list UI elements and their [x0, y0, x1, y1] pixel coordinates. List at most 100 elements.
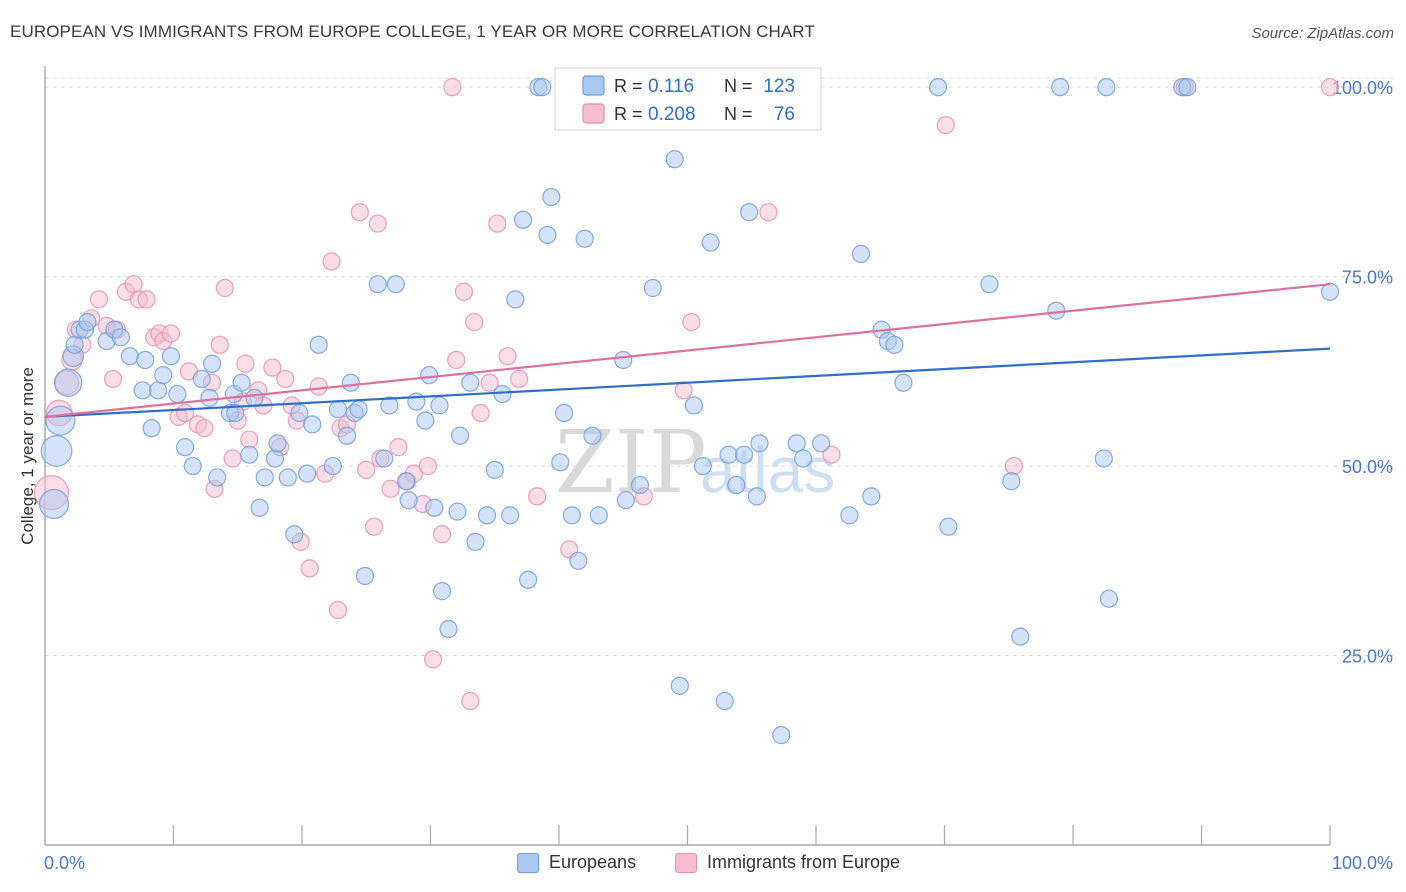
europeans-point [794, 449, 813, 468]
europeans-point [192, 369, 211, 389]
europeans-point [538, 225, 557, 245]
immigrants-point [236, 354, 255, 373]
immigrants-point [104, 369, 123, 389]
europeans-point [772, 726, 791, 745]
europeans-point [148, 381, 168, 400]
europeans-point [430, 396, 449, 415]
immigrants-point [1004, 456, 1023, 476]
immigrants-point [389, 438, 408, 457]
europeans-point [519, 570, 538, 589]
europeans-point [133, 381, 152, 400]
immigrants-point [210, 335, 229, 354]
europeans-point [439, 619, 458, 639]
y-tick-label: 25.0% [1342, 647, 1393, 667]
immigrants-point [357, 460, 376, 479]
europeans-point [375, 449, 394, 468]
europeans-point [513, 210, 533, 229]
stats-r-label-immigrants: R = [614, 104, 643, 124]
immigrants-point [124, 275, 143, 294]
immigrants-point [368, 214, 387, 233]
europeans-point [175, 438, 195, 457]
legend-label-europeans: Europeans [549, 852, 637, 872]
immigrants-point [263, 358, 282, 377]
immigrants-point [423, 650, 443, 669]
europeans-point [226, 403, 245, 423]
europeans-point [328, 400, 348, 419]
immigrants-point [328, 600, 348, 620]
y-tick-label: 100.0% [1332, 78, 1393, 98]
stats-legend-swatch-europeans [582, 75, 605, 96]
legend-item-immigrants[interactable]: Immigrants from Europe [675, 852, 900, 873]
europeans-point [684, 396, 704, 415]
europeans-point [200, 388, 219, 407]
europeans-point [208, 468, 227, 487]
immigrants-point [461, 691, 480, 711]
immigrants-point [443, 78, 462, 97]
europeans-point [840, 506, 859, 525]
europeans-point [614, 350, 633, 370]
legend-swatch-immigrants [675, 852, 697, 873]
stats-r-label-europeans: R = [614, 76, 643, 96]
europeans-point [501, 506, 520, 525]
europeans-point [448, 502, 467, 521]
europeans-point [396, 472, 416, 491]
y-tick-label: 50.0% [1342, 457, 1393, 477]
immigrants-point [674, 381, 693, 400]
immigrants-point [759, 203, 778, 222]
europeans-point [65, 335, 84, 354]
immigrants-point [300, 559, 319, 578]
europeans-point [380, 396, 399, 415]
stats-n-label-immigrants: N = [724, 104, 753, 124]
europeans-point [562, 506, 581, 525]
europeans-point [533, 78, 552, 97]
europeans-point [719, 445, 738, 464]
europeans-point [1097, 78, 1116, 97]
europeans-point [477, 506, 497, 525]
europeans-point [812, 434, 831, 453]
europeans-point [45, 405, 76, 436]
immigrants-point [381, 479, 400, 498]
europeans-point [575, 229, 594, 248]
immigrants-point [276, 369, 295, 389]
stats-n-label-europeans: N = [724, 76, 753, 96]
europeans-point [78, 312, 97, 332]
immigrants-point [454, 282, 474, 301]
europeans-point [851, 244, 871, 263]
europeans-point [154, 366, 173, 385]
europeans-point [53, 368, 83, 397]
europeans-point [727, 475, 746, 495]
europeans-point [1051, 78, 1070, 97]
europeans-point [142, 419, 161, 438]
europeans-point [862, 487, 881, 506]
immigrants-point [432, 525, 452, 544]
immigrants-point [488, 214, 507, 233]
europeans-point [1178, 78, 1197, 97]
axes: 25.0% 50.0% 75.0% 100.0% 0.0% 100.0% [44, 66, 1393, 873]
immigrants-trend-line [44, 283, 1331, 418]
europeans-point [894, 373, 913, 392]
europeans-point [268, 434, 287, 453]
europeans-point [542, 187, 561, 207]
immigrants-point [498, 347, 517, 366]
europeans-point [1094, 449, 1113, 468]
immigrants-point [195, 419, 214, 438]
europeans-point [466, 532, 485, 551]
immigrants-point [936, 115, 955, 135]
europeans-point [670, 676, 689, 695]
europeans-point [432, 582, 452, 601]
europeans-point [701, 233, 720, 252]
legend-item-europeans[interactable]: Europeans [517, 852, 636, 873]
europeans-point [285, 525, 304, 544]
europeans-point [939, 517, 958, 536]
immigrants-point [161, 324, 181, 343]
stats-r-value-europeans: 0.116 [648, 76, 694, 97]
europeans-point [386, 275, 405, 294]
y-axis-title: College, 1 year or more [18, 367, 37, 545]
stats-legend-swatch-immigrants [582, 103, 605, 124]
europeans-point [136, 350, 155, 370]
europeans-point [665, 150, 684, 169]
europeans-point [309, 335, 328, 354]
europeans-point [506, 290, 525, 309]
europeans-point [120, 347, 139, 366]
